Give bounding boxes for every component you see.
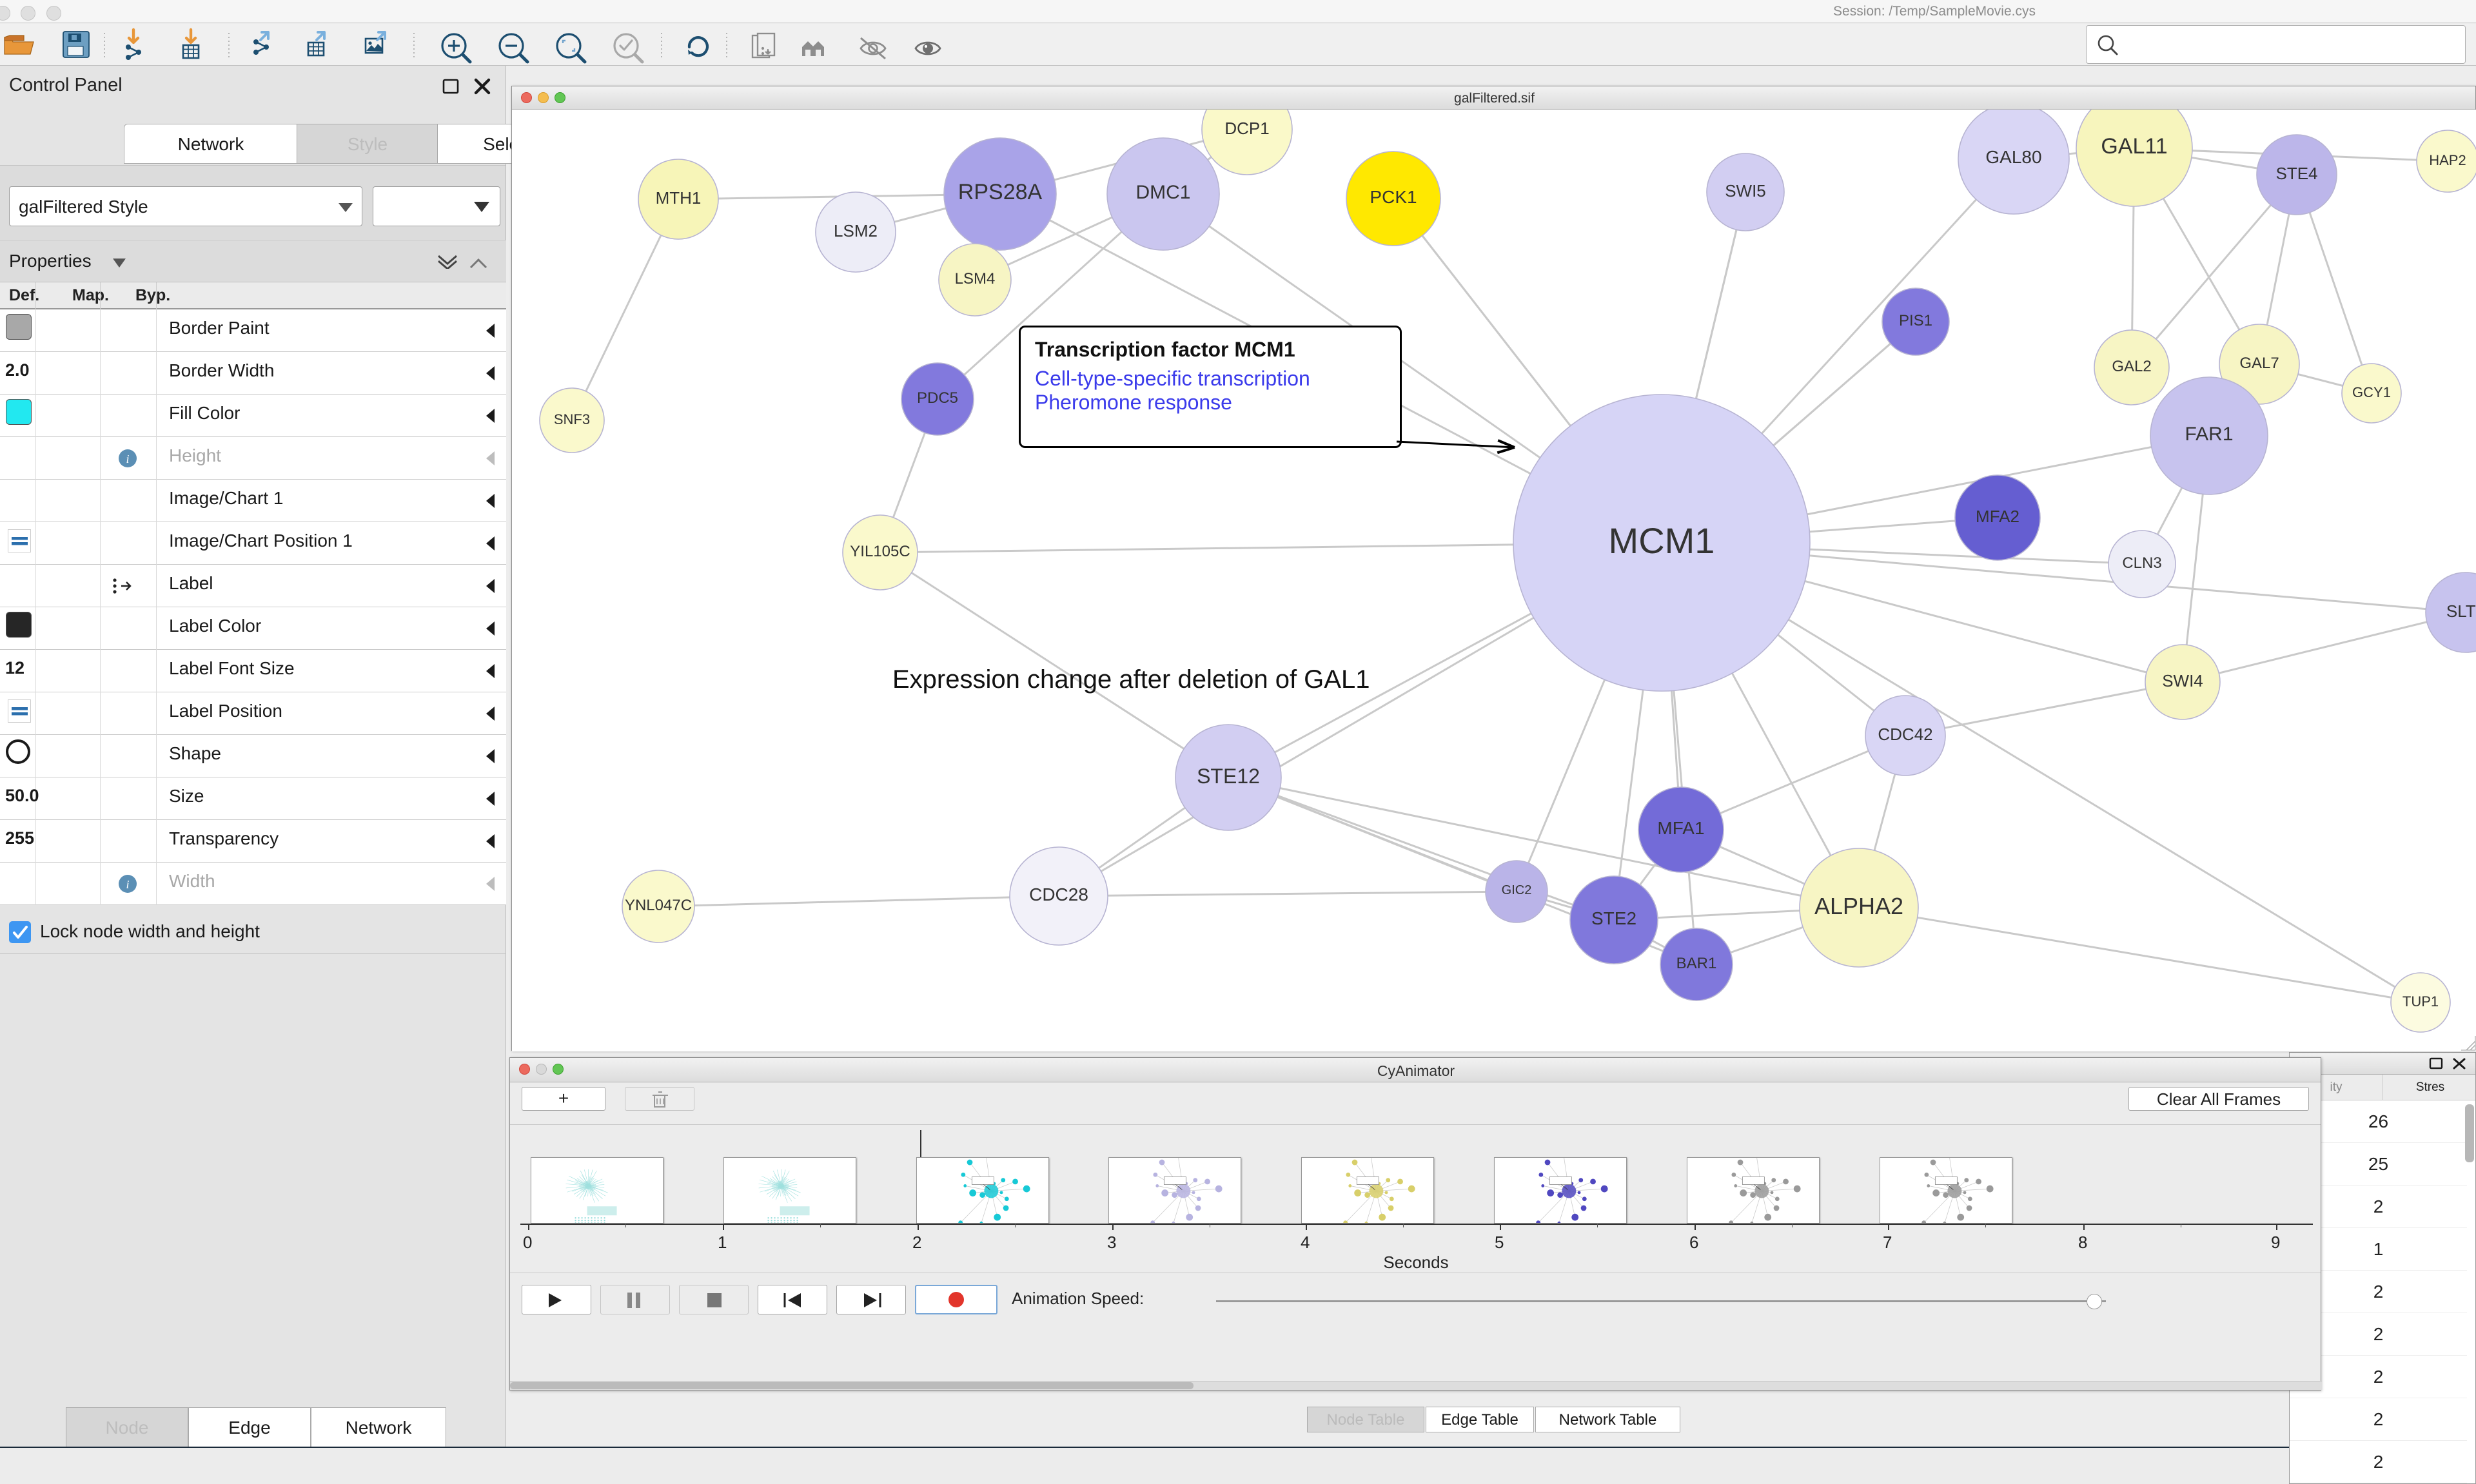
- svg-text:i: i: [126, 453, 129, 465]
- svg-text:i: i: [126, 878, 129, 891]
